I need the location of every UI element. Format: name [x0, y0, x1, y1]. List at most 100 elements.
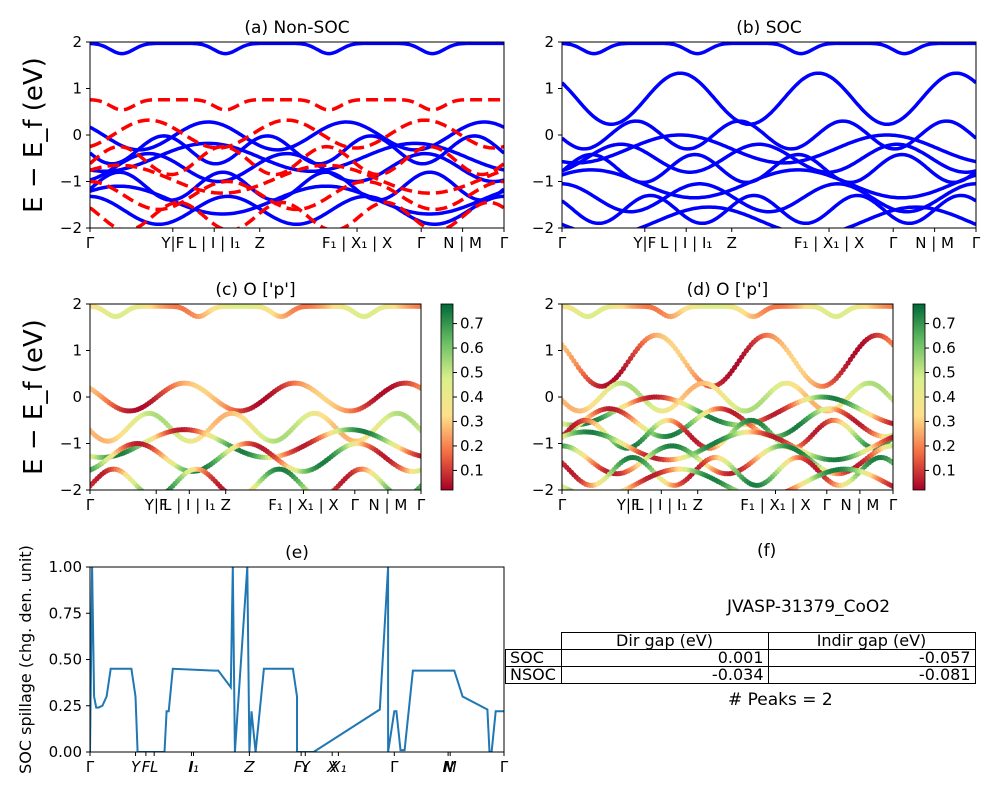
- band-point: [617, 489, 620, 490]
- band-point: [222, 488, 228, 490]
- band-line: [90, 134, 504, 166]
- y-axis-label: E − E_f (eV): [19, 319, 49, 475]
- x-tick-label: Γ: [889, 496, 898, 514]
- colorbar-tick-label: 0.4: [932, 388, 956, 406]
- band-point: [583, 493, 588, 498]
- x-tick-label: L | I | I₁: [660, 234, 712, 252]
- band-line: [90, 97, 504, 112]
- band-point: [413, 489, 415, 490]
- y-tick-label: 0: [72, 126, 82, 144]
- x-tick-label: Γ: [889, 234, 898, 252]
- x-tick-label: N | M: [369, 496, 408, 514]
- x-tick-label: F₁ | X₁ | X: [322, 234, 392, 252]
- peaks-label: # Peaks = 2: [728, 690, 833, 710]
- band-point: [890, 434, 893, 440]
- colorbar-tick-label: 0.7: [932, 315, 956, 333]
- band-line: [90, 163, 504, 195]
- x-tick-label: Γ: [417, 234, 426, 252]
- y-axis-label: E − E_f (eV): [19, 57, 49, 213]
- band-point: [239, 494, 244, 499]
- band-point: [576, 491, 581, 496]
- y-tick-label: 0.00: [49, 743, 82, 761]
- x-tick-label: N: [442, 758, 453, 776]
- soc-dir-gap: 0.001: [560, 649, 769, 667]
- x-tick-label: Γ: [86, 758, 95, 776]
- y-tick-label: −2: [532, 219, 554, 237]
- y-tick-label: 0.75: [49, 604, 82, 622]
- panel-title: (b) SOC: [736, 18, 802, 38]
- y-tick-label: −2: [60, 481, 82, 499]
- y-tick-label: −1: [60, 173, 82, 191]
- colorbar-tick-label: 0.6: [460, 339, 484, 357]
- band-point: [305, 488, 310, 490]
- indir-gap-header: Indir gap (eV): [767, 632, 976, 650]
- band-line: [90, 170, 504, 202]
- band-point: [890, 397, 893, 403]
- band-point: [890, 421, 893, 427]
- band-point: [593, 494, 598, 499]
- material-label: JVASP-31379_CoO2: [727, 597, 891, 617]
- colorbar-tick-label: 0.5: [932, 364, 956, 382]
- band-point: [234, 494, 239, 499]
- band-point: [307, 490, 312, 495]
- x-tick-label: Γ: [500, 758, 509, 776]
- band-point: [890, 342, 893, 348]
- x-tick-label: N | M: [915, 234, 954, 252]
- x-tick-label: Γ: [823, 496, 832, 514]
- band-point: [142, 490, 147, 495]
- colorbar-tick-label: 0.2: [932, 437, 956, 455]
- nsoc-dir-gap: -0.034: [560, 666, 769, 684]
- dir-gap-header: Dir gap (eV): [560, 632, 769, 650]
- x-tick-label: I₁: [188, 758, 198, 776]
- table-row: SOC 0.001 -0.057: [505, 649, 976, 667]
- band-line: [562, 168, 976, 200]
- x-tick-label: Z: [693, 496, 703, 514]
- band-point: [418, 427, 421, 433]
- band-point: [783, 489, 786, 490]
- band-point: [407, 493, 412, 498]
- band-point: [600, 494, 605, 499]
- band-point: [232, 494, 237, 499]
- band-line: [562, 133, 976, 165]
- row-label-soc: SOC: [505, 649, 562, 667]
- x-tick-label: N | M: [443, 234, 482, 252]
- colorbar-tick-label: 0.6: [932, 339, 956, 357]
- y-axis-label: SOC spillage (chg. den. unit): [16, 545, 35, 774]
- x-tick-label: Γ: [86, 234, 95, 252]
- x-tick-label: Γ: [558, 234, 567, 252]
- band-line: [562, 152, 976, 185]
- colorbar-tick-label: 0.5: [460, 364, 484, 382]
- band-point: [581, 493, 586, 498]
- colorbar-tick-label: 0.3: [460, 412, 484, 430]
- plot-area-a: [90, 42, 504, 228]
- nsoc-indir-gap: -0.081: [767, 666, 976, 684]
- band-point: [578, 492, 583, 497]
- band-line: [90, 151, 504, 184]
- y-tick-label: −2: [532, 481, 554, 499]
- panel-title: (e): [285, 543, 309, 563]
- plot-area-b: [562, 42, 976, 228]
- band-line: [562, 42, 976, 56]
- band-point: [409, 492, 414, 497]
- y-tick-label: −1: [60, 435, 82, 453]
- panel-title: (c) O ['p']: [215, 280, 295, 300]
- band-line: [90, 184, 504, 216]
- band-point: [243, 492, 248, 497]
- y-tick-label: −1: [532, 173, 554, 191]
- y-tick-label: 1: [72, 80, 82, 98]
- x-tick-label: X: [326, 758, 338, 776]
- band-point: [734, 488, 740, 490]
- band-point: [890, 304, 893, 309]
- gap-table: Dir gap (eV) Indir gap (eV) SOC 0.001 -0…: [505, 632, 976, 684]
- band-point: [607, 493, 612, 498]
- plot-area-d: [562, 304, 893, 499]
- y-tick-label: 0.25: [49, 697, 82, 715]
- band-point: [139, 488, 145, 490]
- x-tick-label: L: [150, 758, 158, 776]
- plot-area-c: [90, 304, 421, 499]
- x-tick-label: F₁ | X₁ | X: [740, 496, 810, 514]
- band-point: [585, 494, 590, 499]
- x-tick-label: F₁: [294, 758, 309, 776]
- band-line: [90, 42, 504, 56]
